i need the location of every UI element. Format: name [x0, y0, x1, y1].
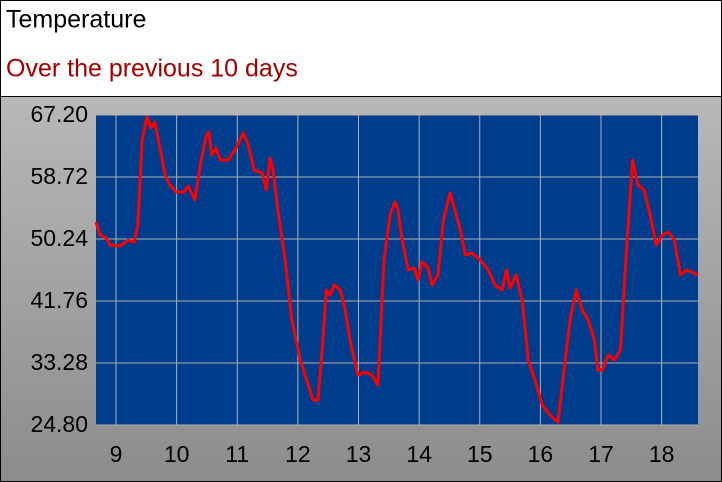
chart-title: Temperature	[6, 6, 146, 34]
y-tick-label: 50.24	[30, 225, 88, 251]
plot-area	[96, 115, 698, 425]
x-tick-label: 16	[528, 441, 554, 467]
y-tick-label: 58.72	[30, 163, 88, 189]
x-tick-label: 13	[346, 441, 372, 467]
y-tick-label: 24.80	[30, 411, 88, 437]
chart-subtitle: Over the previous 10 days	[6, 55, 298, 83]
x-tick-label: 15	[467, 441, 493, 467]
x-tick-label: 9	[110, 441, 123, 467]
y-tick-label: 33.28	[30, 349, 88, 375]
x-tick-label: 10	[164, 441, 190, 467]
y-tick-label: 41.76	[30, 287, 88, 313]
y-tick-label: 67.20	[30, 101, 88, 127]
x-tick-label: 11	[225, 441, 249, 467]
x-tick-label: 17	[588, 441, 614, 467]
data-line	[94, 115, 699, 424]
header	[0, 0, 722, 97]
x-tick-label: 14	[406, 441, 432, 467]
x-tick-label: 18	[649, 441, 675, 467]
x-tick-label: 12	[285, 441, 311, 467]
